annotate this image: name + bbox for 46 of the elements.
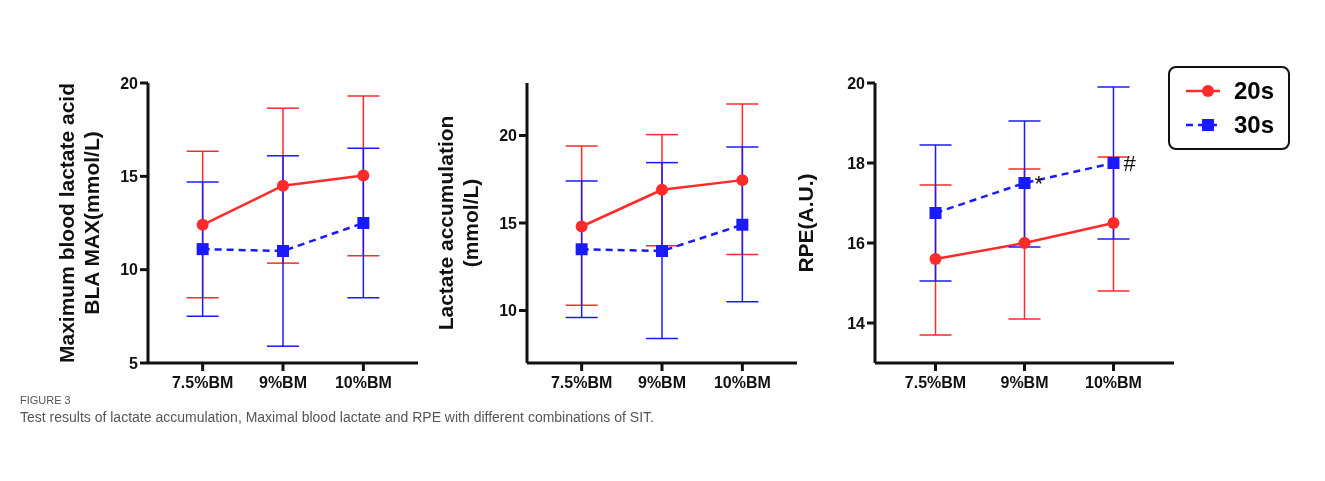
point (1018, 177, 1031, 189)
y-tick-label: 15 (499, 214, 518, 232)
point (929, 207, 942, 219)
point (196, 243, 209, 256)
point (277, 179, 289, 192)
y-axis-title: Lactate accumulation (mmol/L) (433, 115, 482, 331)
point (357, 169, 370, 182)
point (1018, 237, 1031, 249)
y-tick-label: 10 (499, 302, 518, 320)
annotation: # (1123, 150, 1137, 176)
point (1107, 157, 1120, 169)
y-tick-label: 18 (847, 154, 866, 172)
x-tick-label: 7.5%BM (550, 374, 613, 392)
legend-label: 20s (1233, 77, 1274, 105)
x-tick-label: 7.5%BM (171, 374, 234, 392)
y-tick-label: 16 (847, 234, 866, 252)
point (929, 253, 942, 265)
point (736, 218, 749, 231)
point (357, 217, 370, 229)
x-tick-label: 9%BM (258, 374, 308, 392)
y-axis-title: RPE(A.U.) (794, 173, 817, 273)
y-tick-label: 5 (129, 354, 139, 372)
y-tick-label: 20 (120, 74, 139, 92)
y-tick-label: 10 (120, 261, 139, 279)
x-tick-label: 10%BM (1085, 374, 1142, 392)
x-tick-label: 10%BM (334, 374, 392, 392)
y-axis-title: Maximum blood lactate acid BLA MAX(mmol/L) (54, 82, 103, 364)
x-tick-label: 10%BM (713, 374, 771, 392)
x-tick-label: 9%BM (1000, 374, 1049, 392)
point (196, 218, 209, 231)
point (575, 220, 588, 233)
x-tick-label: 7.5%BM (904, 374, 967, 392)
y-tick-label: 20 (847, 74, 866, 92)
point (277, 245, 289, 257)
legend-label: 30s (1233, 111, 1274, 139)
point (656, 245, 668, 257)
x-tick-label: 9%BM (637, 374, 687, 392)
point (575, 243, 588, 256)
y-tick-label: 14 (847, 314, 866, 332)
point (736, 174, 749, 187)
text: Test results of lactate accumulation, Maximal blood lactate and RPE with different combinations of SIT. (20, 409, 654, 425)
caption: FIGURE 3 (20, 394, 72, 406)
point (656, 183, 668, 196)
y-tick-label: 20 (499, 127, 518, 145)
point (1107, 217, 1120, 229)
y-tick-label: 15 (120, 168, 139, 186)
